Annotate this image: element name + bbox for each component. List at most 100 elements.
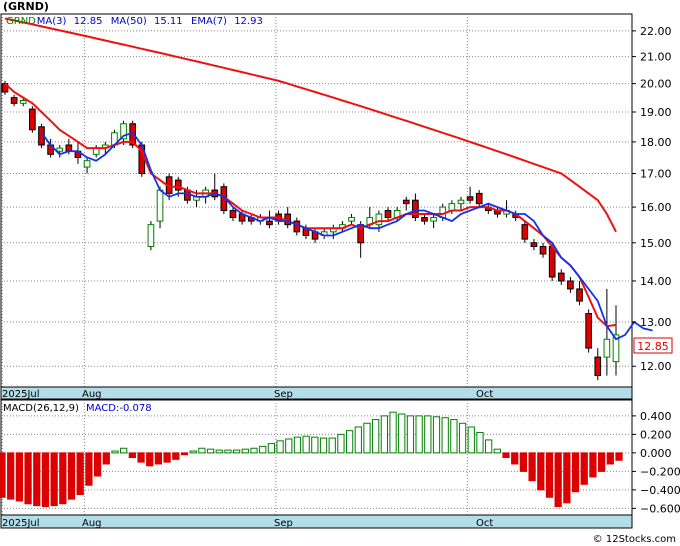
chart-title: (GRND) xyxy=(3,0,49,13)
macd-tick-label: −0.200 xyxy=(640,465,680,478)
macd-bar-positive xyxy=(241,448,249,454)
candle xyxy=(576,280,583,306)
macd-bar-negative xyxy=(606,452,614,465)
candle xyxy=(229,207,237,222)
macd-bar-negative xyxy=(50,452,58,507)
candle-body-down xyxy=(10,97,18,104)
candle-body-down xyxy=(412,199,419,219)
candle xyxy=(56,144,64,158)
price-tick-label: 14.00 xyxy=(640,275,672,288)
macd-histogram xyxy=(0,411,623,508)
macd-bar-negative xyxy=(59,452,67,505)
date-label: Oct xyxy=(476,518,493,529)
candle-body-up xyxy=(147,224,155,247)
candle-body-down xyxy=(530,242,538,247)
macd-bar-negative xyxy=(580,452,588,485)
macd-tick-label: 0.200 xyxy=(640,428,672,441)
candle-body-up xyxy=(156,189,164,222)
macd-bar-positive xyxy=(319,437,328,454)
candle-body-down xyxy=(548,245,556,278)
legend-entry: GRND xyxy=(6,16,36,27)
macd-bar-positive xyxy=(259,445,267,454)
candle-body-down xyxy=(567,280,574,290)
macd-bar-positive xyxy=(467,426,475,454)
candle xyxy=(603,288,611,376)
macd-tick-label: 0.400 xyxy=(640,410,672,423)
macd-bar-positive xyxy=(328,437,336,454)
price-axis: 12.00 13.00 14.00 15.00 16.00 17.00 18.00 19.00… xyxy=(632,25,672,373)
date-label: Sep xyxy=(274,389,293,400)
price-tick-label: 20.00 xyxy=(640,78,672,91)
macd-bar-positive xyxy=(206,448,215,454)
candle xyxy=(430,214,437,229)
candle-body-down xyxy=(539,245,547,255)
price-tick-label: 17.00 xyxy=(640,168,672,181)
macd-bar-positive xyxy=(302,435,310,454)
macd-bar-positive xyxy=(198,447,206,454)
macd-bar-negative xyxy=(571,452,580,493)
candle-body-down xyxy=(174,179,182,191)
candle-body-down xyxy=(557,272,565,282)
candle-body-up xyxy=(457,199,465,205)
candle-body-down xyxy=(266,220,273,226)
candle-body-down xyxy=(29,108,36,131)
candle xyxy=(402,196,410,211)
price-tick-label: 13.00 xyxy=(640,316,672,329)
macd-bar-negative xyxy=(33,452,41,507)
macd-bar-negative xyxy=(41,452,50,508)
macd-bar-positive xyxy=(354,426,362,454)
date-label: 2025Jul xyxy=(2,389,40,400)
candle-body-down xyxy=(229,210,237,219)
legend-entry: MA(3) xyxy=(37,16,67,27)
candle xyxy=(421,214,428,225)
macd-bar-negative xyxy=(172,452,180,460)
candle xyxy=(466,186,474,204)
watermark: © 12Stocks.com xyxy=(593,534,676,545)
candle xyxy=(475,190,483,208)
candle-body-up xyxy=(348,217,355,222)
candle xyxy=(10,94,18,107)
ma50-line xyxy=(4,17,617,233)
macd-tick-label: −0.400 xyxy=(640,484,680,497)
candle-body-up xyxy=(56,147,64,152)
macd-bar-positive xyxy=(476,432,484,454)
macd-bar-negative xyxy=(76,452,84,495)
macd-bar-negative xyxy=(93,452,102,477)
macd-legend-value: MACD:-0.078 xyxy=(86,403,152,414)
candle xyxy=(594,348,602,381)
macd-bar-positive xyxy=(293,436,302,454)
macd-bar-negative xyxy=(528,452,536,482)
candle-body-up xyxy=(603,338,611,358)
price-panel xyxy=(0,13,633,388)
candle-body-down xyxy=(466,196,474,201)
macd-bar-positive xyxy=(424,415,432,454)
price-tick-label: 18.00 xyxy=(640,136,672,149)
macd-bar-negative xyxy=(545,452,554,498)
candle-body-down xyxy=(384,210,392,219)
price-grid xyxy=(1,14,632,387)
price-tick-label: 12.00 xyxy=(640,360,672,373)
legend-entry: 12.85 xyxy=(74,16,103,27)
candle-body-up xyxy=(120,123,127,140)
macd-bar-positive xyxy=(337,433,345,454)
candle-body-down xyxy=(402,199,410,205)
candle xyxy=(567,277,574,293)
macd-bar-negative xyxy=(102,452,110,465)
macd-bar-positive xyxy=(250,447,258,454)
price-tick-label: 22.00 xyxy=(640,25,672,38)
candle xyxy=(83,157,91,174)
date-axis-top: 2025Jul Aug Sep Oct xyxy=(2,389,493,400)
macd-legend-label: MACD(26,12,9) xyxy=(3,403,79,414)
date-axis-bottom: 2025Jul Aug Sep Oct xyxy=(2,518,493,529)
candle-body-down xyxy=(594,356,602,377)
macd-bar-negative xyxy=(24,452,32,505)
candle xyxy=(585,309,592,353)
date-band-top xyxy=(0,386,633,400)
legend-entry: MA(50) xyxy=(111,16,147,27)
candle-body-down xyxy=(521,224,529,240)
macd-bar-positive xyxy=(189,450,197,454)
macd-bar-negative xyxy=(502,452,510,458)
candle-body-up xyxy=(430,217,437,222)
candle xyxy=(266,210,273,229)
